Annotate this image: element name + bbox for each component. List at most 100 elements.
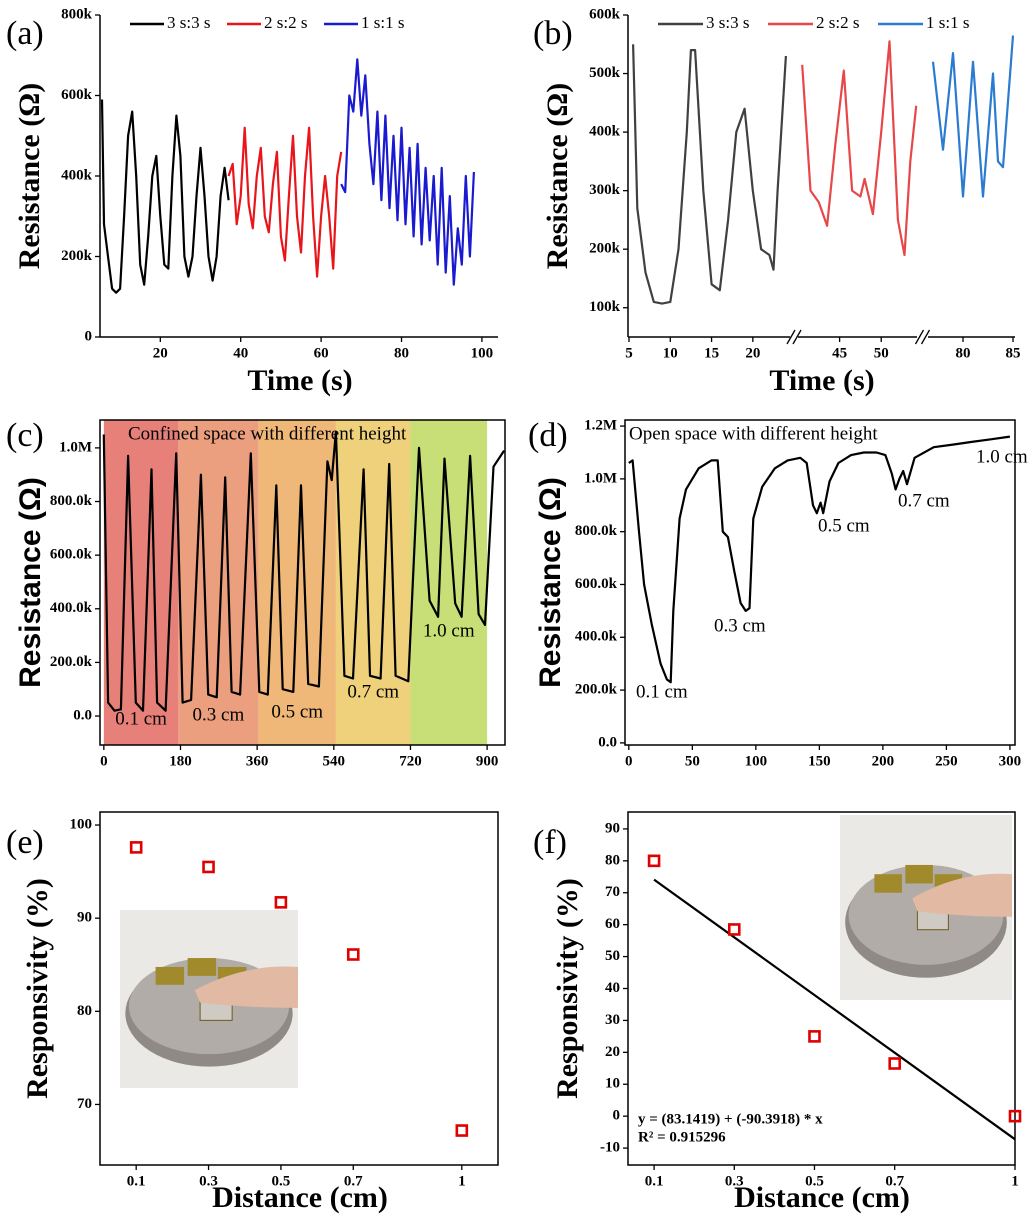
y-tick-label: 800.0k <box>575 523 618 539</box>
panel-label: (a) <box>6 15 44 52</box>
x-tick-label: 900 <box>476 753 499 769</box>
y-tick-label: 800k <box>61 6 93 22</box>
y-tick-label: 1.0M <box>584 470 617 486</box>
y-tick-label: 10 <box>605 1076 620 1092</box>
photo-finger <box>194 966 298 1008</box>
y-tick-label: 0.0 <box>73 707 92 723</box>
y-tick-label: 200k <box>61 248 93 264</box>
x-tick-label: 180 <box>169 753 192 769</box>
x-tick-label: 100 <box>745 753 768 769</box>
x-tick-label: 300 <box>999 753 1022 769</box>
series-line <box>628 435 1011 684</box>
y-axis-label: Responsivity (%) <box>551 878 584 1099</box>
x-tick-label: 20 <box>153 345 168 361</box>
marker <box>274 896 288 909</box>
x-tick-label: 10 <box>663 345 678 361</box>
legend-label: 2 s:2 s <box>264 13 307 32</box>
x-tick-label: 0.3 <box>725 1173 744 1189</box>
y-tick-label: 0.0 <box>598 734 617 750</box>
panel: 0.0 200.0k 400.0k 600.0k 800.0k 1.0M 1.2M 0 50 10… <box>528 417 1028 770</box>
x-tick-label: 540 <box>323 753 346 769</box>
marker <box>888 1057 901 1070</box>
y-tick-label: 1.2M <box>584 418 617 434</box>
axis-break <box>914 329 925 345</box>
marker <box>1008 1109 1022 1123</box>
x-tick-label: 5 <box>625 345 633 361</box>
y-tick-label: 400k <box>61 167 93 183</box>
marker <box>346 948 360 961</box>
x-axis-label: Distance (cm) <box>212 1181 388 1214</box>
x-tick-label: 40 <box>233 345 248 361</box>
x-tick-label: 80 <box>394 345 409 361</box>
y-tick-label: 90 <box>77 910 92 926</box>
x-tick-label: 0.3 <box>199 1173 218 1189</box>
y-tick-label: 0 <box>613 1108 621 1124</box>
y-tick-label: 70 <box>77 1096 92 1112</box>
fit-equation: y = (83.1419) + (-90.3918) * x <box>638 1111 823 1127</box>
x-tick-label: 1 <box>1011 1173 1019 1189</box>
band-label: 1.0 cm <box>423 620 475 641</box>
y-tick-label: 400k <box>589 124 621 140</box>
y-tick-label: 100k <box>589 299 621 315</box>
x-tick-label: 0.1 <box>127 1173 146 1189</box>
annotation: 1.0 cm <box>976 446 1028 467</box>
photo-chip <box>874 874 902 893</box>
y-axis-label: Resistance (Ω) <box>534 477 567 688</box>
x-tick-label: 250 <box>935 753 958 769</box>
series-line <box>227 126 343 278</box>
legend-label: 3 s:3 s <box>167 13 210 32</box>
legend-label: 3 s:3 s <box>706 13 749 32</box>
y-tick-label: 30 <box>605 1012 620 1028</box>
marker <box>647 854 661 868</box>
y-axis-label: Resistance (Ω) <box>541 83 574 269</box>
y-tick-label: 600k <box>61 87 93 103</box>
band-label: 0.7 cm <box>347 681 399 702</box>
axis-break <box>786 329 796 345</box>
x-tick-label: 0.7 <box>344 1173 363 1189</box>
legend-label: 1 s:1 s <box>361 13 404 32</box>
x-tick-label: 720 <box>399 753 422 769</box>
annotation: Open space with different height <box>629 423 878 444</box>
x-tick-label: 45 <box>832 345 847 361</box>
y-tick-label: 20 <box>605 1044 620 1060</box>
band-label: 0.5 cm <box>271 701 323 722</box>
band-label: 0.1 cm <box>115 708 167 729</box>
y-tick-label: 600.0k <box>50 547 93 563</box>
y-tick-label: 800.0k <box>50 493 93 509</box>
y-axis-label: Resistance (Ω) <box>13 83 46 269</box>
fit-r-squared: R² = 0.915296 <box>638 1129 726 1145</box>
panel: 0 200k 400k 600k 800k 20 40 60 80 100 (a) Time (s) R… <box>6 6 498 397</box>
x-tick-label: 0 <box>100 753 108 769</box>
x-tick-label: 1 <box>458 1173 466 1189</box>
y-tick-label: 50 <box>605 948 620 964</box>
panel: 0.1 cm 0.3 cm 0.5 cm 0.7 cm 1.0 cm 0.0 200.0k 4… <box>6 417 506 769</box>
photo-finger <box>912 873 1012 917</box>
y-axis-label: Resistance (Ω) <box>14 477 47 688</box>
x-tick-label: 85 <box>1006 345 1021 361</box>
legend-label: 1 s:1 s <box>926 13 969 32</box>
x-tick-label: 60 <box>314 345 329 361</box>
y-tick-label: 70 <box>605 884 620 900</box>
series-line <box>102 430 506 712</box>
legend-label: 2 s:2 s <box>816 13 859 32</box>
series-line <box>801 40 918 257</box>
x-tick-label: 360 <box>246 753 269 769</box>
panel-label: (c) <box>6 417 44 454</box>
series-line <box>340 58 475 286</box>
panel-label: (d) <box>528 417 568 454</box>
axis-break <box>920 329 931 345</box>
annotation: Confined space with different height <box>128 423 407 444</box>
x-axis-label: Distance (cm) <box>734 1181 910 1214</box>
y-tick-label: 400.0k <box>50 600 93 616</box>
x-tick-label: 0.7 <box>885 1173 904 1189</box>
y-tick-label: 600k <box>589 6 621 22</box>
marker <box>129 841 143 854</box>
marker <box>455 1124 469 1137</box>
marker <box>808 1030 821 1043</box>
x-tick-label: 0.5 <box>272 1173 291 1189</box>
x-tick-label: 80 <box>956 345 971 361</box>
photo-chip <box>905 864 933 884</box>
y-tick-label: 200.0k <box>50 654 93 670</box>
y-tick-label: 200k <box>589 241 621 257</box>
y-tick-label: 1.0M <box>59 439 92 455</box>
